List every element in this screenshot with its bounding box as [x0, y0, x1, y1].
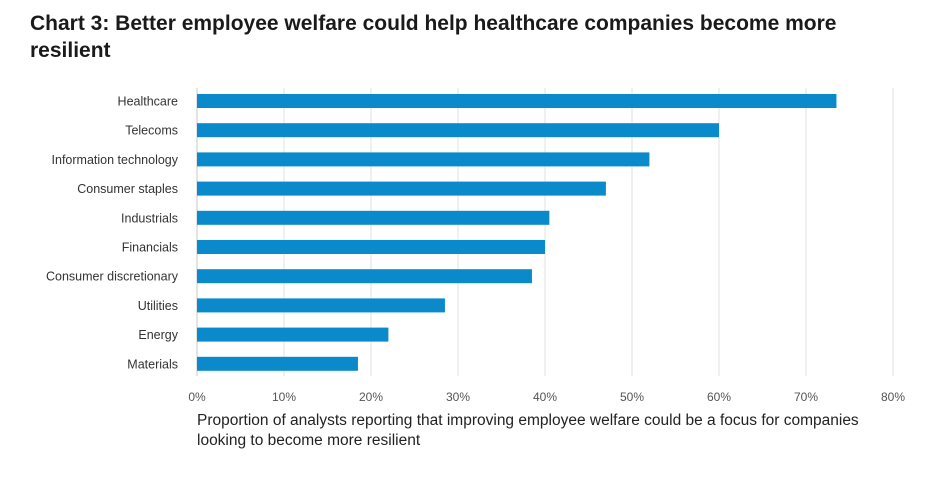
category-label: Industrials	[121, 211, 178, 225]
x-axis-label: Proportion of analysts reporting that im…	[197, 412, 859, 449]
category-label: Information technology	[52, 153, 179, 167]
category-label: Consumer staples	[77, 182, 178, 196]
category-labels: Healthcare Telecoms Information technology…	[46, 95, 179, 372]
x-axis-tick-labels: 0% 10% 20% 30% 40% 50% 60% 70% 80%	[188, 390, 905, 404]
x-tick-label: 10%	[272, 390, 296, 404]
bar	[197, 94, 837, 108]
bar	[197, 327, 389, 342]
x-tick-label: 0%	[188, 390, 206, 404]
category-label: Telecoms	[125, 124, 178, 138]
category-label: Consumer discretionary	[46, 270, 179, 284]
x-tick-label: 30%	[446, 390, 470, 404]
bar	[197, 210, 550, 225]
x-tick-label: 60%	[707, 390, 731, 404]
bar	[197, 123, 719, 138]
category-label: Materials	[127, 357, 178, 371]
x-tick-label: 80%	[881, 390, 905, 404]
bar	[197, 356, 358, 371]
bar	[197, 152, 650, 167]
bar	[197, 181, 606, 196]
chart-title: Chart 3: Better employee welfare could h…	[30, 12, 837, 62]
category-label: Financials	[122, 241, 178, 255]
x-tick-label: 40%	[533, 390, 557, 404]
category-label: Healthcare	[118, 95, 178, 109]
bar	[197, 298, 445, 313]
x-tick-label: 20%	[359, 390, 383, 404]
category-label: Utilities	[138, 299, 178, 313]
bar	[197, 240, 545, 254]
bars	[197, 94, 837, 371]
bar	[197, 269, 532, 284]
category-label: Energy	[138, 328, 178, 342]
x-tick-label: 50%	[620, 390, 644, 404]
x-tick-label: 70%	[794, 390, 818, 404]
